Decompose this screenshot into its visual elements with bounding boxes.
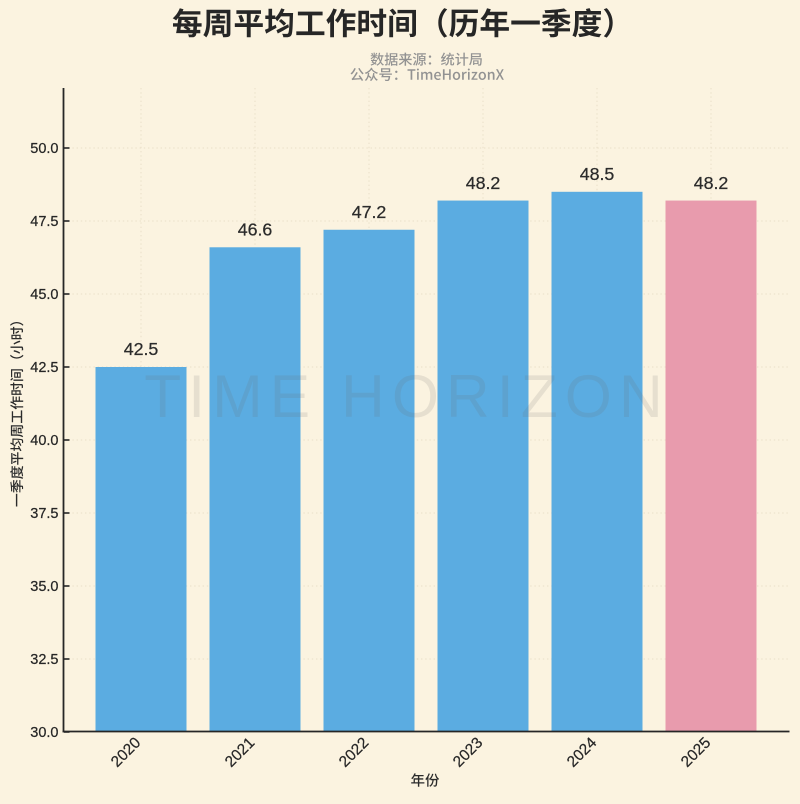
svg-text:42.5: 42.5 bbox=[30, 360, 58, 376]
svg-text:50.0: 50.0 bbox=[30, 141, 58, 157]
svg-text:47.2: 47.2 bbox=[352, 202, 387, 222]
svg-text:48.5: 48.5 bbox=[580, 164, 615, 184]
svg-text:42.5: 42.5 bbox=[124, 339, 159, 359]
svg-text:46.6: 46.6 bbox=[238, 220, 273, 240]
svg-text:47.5: 47.5 bbox=[30, 214, 58, 230]
svg-text:TIME HORIZON: TIME HORIZON bbox=[144, 362, 669, 430]
svg-text:45.0: 45.0 bbox=[30, 287, 58, 303]
svg-text:48.2: 48.2 bbox=[466, 173, 501, 193]
svg-text:48.2: 48.2 bbox=[694, 173, 729, 193]
svg-text:35.0: 35.0 bbox=[30, 579, 58, 595]
svg-text:40.0: 40.0 bbox=[30, 433, 58, 449]
svg-text:37.5: 37.5 bbox=[30, 506, 58, 522]
svg-text:32.5: 32.5 bbox=[30, 652, 58, 668]
svg-text:30.0: 30.0 bbox=[30, 725, 58, 741]
